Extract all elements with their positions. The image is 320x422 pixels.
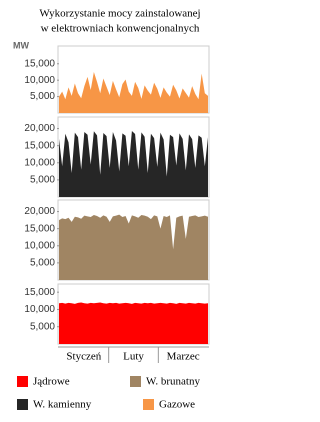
x-tick-label: Styczeń <box>66 351 101 363</box>
area <box>59 214 208 280</box>
y-tick-label: 15,000 <box>24 58 55 69</box>
y-tick-label: 15,000 <box>24 140 55 151</box>
x-tick-label: Marzec <box>167 351 200 363</box>
y-tick-label: 15,000 <box>24 223 55 234</box>
legend-swatch <box>17 376 28 387</box>
y-tick-label: 10,000 <box>24 240 55 251</box>
y-tick-label: 5,000 <box>30 258 55 269</box>
y-tick-label: 10,000 <box>24 157 55 168</box>
y-tick-label: 5,000 <box>30 91 55 102</box>
legend-swatch <box>143 399 154 410</box>
area <box>59 302 208 344</box>
area <box>59 71 208 113</box>
legend-swatch <box>17 399 28 410</box>
y-tick-label: 10,000 <box>24 75 55 86</box>
y-tick-label: 20,000 <box>24 206 55 217</box>
area <box>59 130 208 197</box>
unit-label: MW <box>13 40 29 50</box>
legend-label: Gazowe <box>159 399 195 411</box>
y-tick-label: 5,000 <box>30 321 55 332</box>
chart-title: Wykorzystanie mocy zainstalowanej <box>39 8 200 20</box>
chart-title: w elektrowniach konwencjonalnych <box>41 23 200 35</box>
y-tick-label: 15,000 <box>24 287 55 298</box>
chart: Wykorzystanie mocy zainstalowanej w elek… <box>13 8 210 411</box>
legend-label: W. brunatny <box>146 376 200 388</box>
legend-label: Jądrowe <box>33 376 70 388</box>
y-tick-label: 20,000 <box>24 123 55 134</box>
y-tick-label: 5,000 <box>30 175 55 186</box>
legend-label: W. kamienny <box>33 399 92 411</box>
legend-swatch <box>130 376 141 387</box>
x-tick-label: Luty <box>123 351 144 363</box>
y-tick-label: 10,000 <box>24 304 55 315</box>
